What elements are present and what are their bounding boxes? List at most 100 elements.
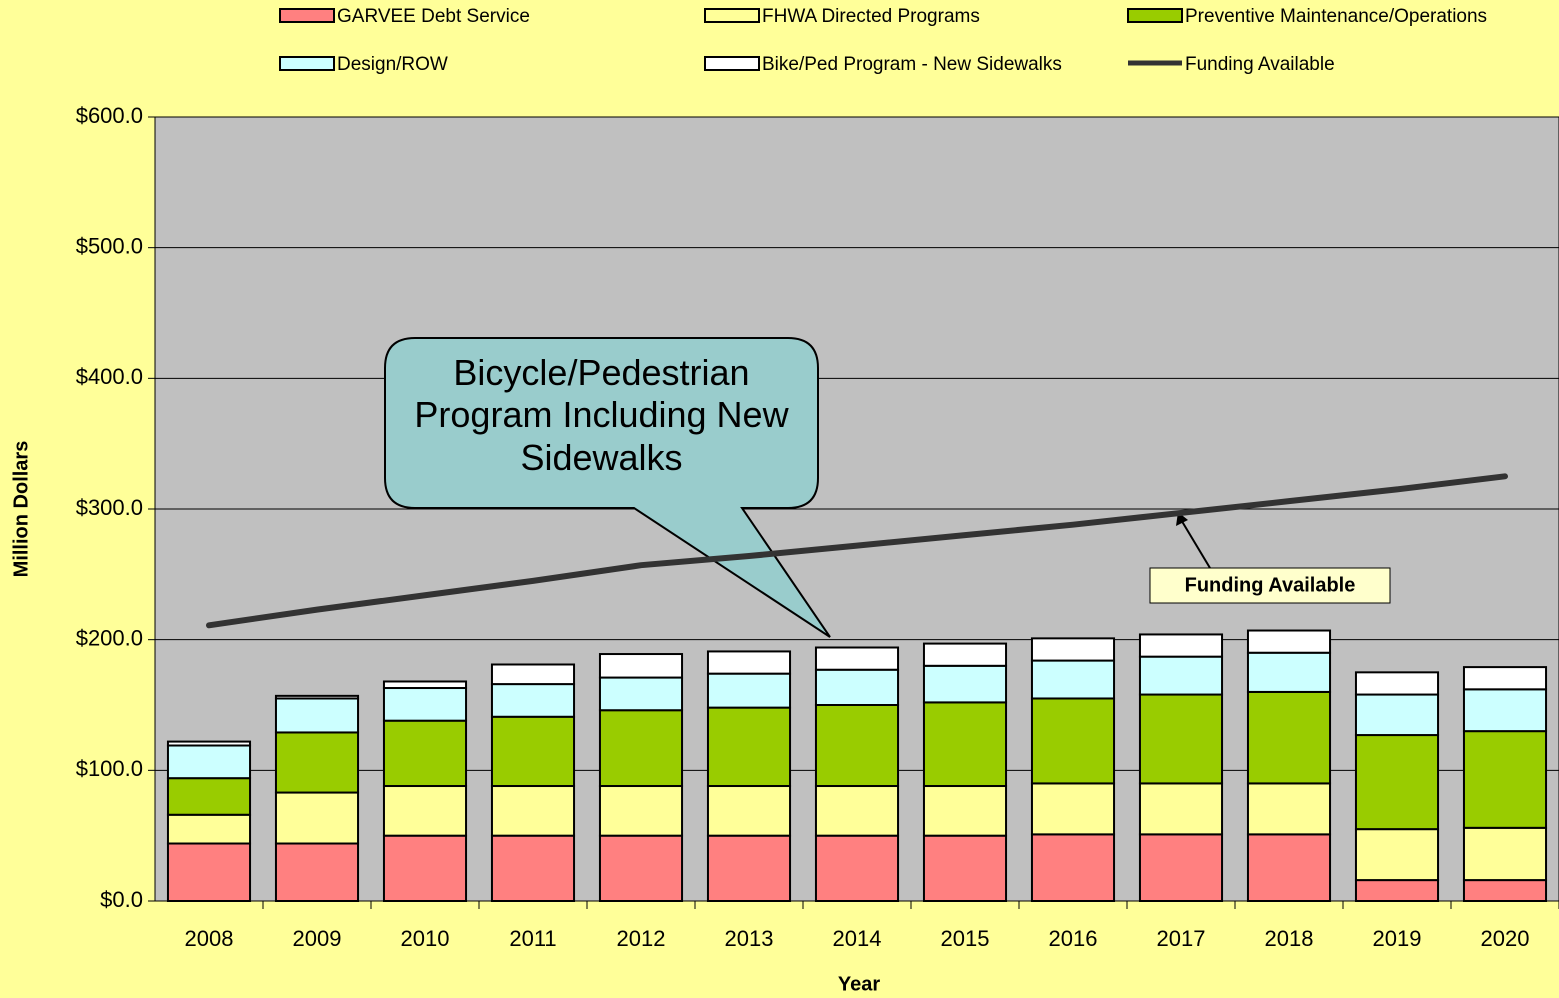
bar-segment [490,834,576,903]
bar-segment [1030,833,1116,902]
bar-segment [706,785,792,837]
y-tick-label: $600.0 [76,103,143,128]
x-axis-label: Year [838,973,880,995]
bar-segment [274,791,360,845]
legend-label: FHWA Directed Programs [762,6,980,27]
y-tick-label: $200.0 [76,625,143,650]
x-tick-label: 2009 [293,926,342,951]
legend-label: GARVEE Debt Service [337,6,530,27]
bar-segment [922,642,1008,667]
annotation-text: Funding Available [1185,574,1356,596]
bar-segment [274,697,360,734]
y-tick-label: $0.0 [100,887,143,912]
bar-segment [274,731,360,794]
x-tick-label: 2018 [1265,926,1314,951]
bar-segment [1138,633,1224,658]
bar-segment [598,785,684,837]
x-tick-label: 2008 [185,926,234,951]
annotation-box [1149,567,1391,604]
bar-segment [1246,651,1332,693]
legend-label: Bike/Ped Program - New Sidewalks [762,54,1062,75]
bar-segment [598,834,684,903]
bar-segment [706,834,792,903]
bar-segment [274,842,360,902]
bar-segment [706,672,792,709]
bar-segment [166,744,252,780]
bar-segment [814,785,900,837]
bar-segment [922,834,1008,903]
y-axis-label: Million Dollars [10,441,32,578]
bar-segment [1246,629,1332,654]
callout-bubble [384,337,831,638]
bar-segment [382,719,468,788]
bar-segment [1354,828,1440,882]
bar-segment [166,813,252,845]
y-tick-label: $300.0 [76,495,143,520]
x-tick-label: 2020 [1481,926,1530,951]
bar-segment [382,785,468,837]
bar-segment [814,646,900,671]
legend-swatch [1127,8,1183,23]
bar-segment [922,664,1008,704]
bar-segment [1462,879,1548,902]
bar-segment [1138,782,1224,836]
bar-segment [490,683,576,718]
x-tick-label: 2012 [617,926,666,951]
y-tick-label: $100.0 [76,756,143,781]
bar-segment [274,694,360,700]
bar-segment [706,706,792,788]
bar-segment [1462,666,1548,691]
bar-segment [1246,690,1332,785]
bar-segment [1354,734,1440,831]
bar-segment [382,680,468,690]
x-tick-label: 2019 [1373,926,1422,951]
bar-segment [1354,671,1440,696]
bar-segment [922,785,1008,837]
bar-segment [166,842,252,902]
bar-segment [814,834,900,903]
bar-segment [1138,693,1224,785]
bar-segment [382,687,468,722]
legend-swatch [279,56,335,71]
callout-box: Bicycle/Pedestrian Program Including New… [414,352,789,478]
x-tick-label: 2013 [725,926,774,951]
legend-label: Funding Available [1185,54,1335,75]
legend-swatch [279,8,335,23]
bar-segment [598,676,684,712]
bar-segment [166,777,252,816]
bar-segment [1246,833,1332,902]
bar-segment [1138,833,1224,902]
bar-segment [490,663,576,686]
bar-segment [490,715,576,788]
bar-segment [1030,782,1116,836]
annotation-arrow [1179,517,1211,569]
bar-segment [1138,655,1224,696]
x-tick-label: 2016 [1049,926,1098,951]
x-tick-label: 2010 [401,926,450,951]
bar-segment [166,740,252,747]
callout-text: Bicycle/Pedestrian Program Including New… [414,352,789,478]
bar-segment [922,701,1008,788]
bar-segment [706,650,792,675]
bar-segment [382,834,468,903]
bar-segment [1354,879,1440,902]
y-tick-label: $500.0 [76,233,143,258]
bar-segment [598,653,684,679]
bar-segment [814,668,900,706]
bar-segment [598,709,684,788]
legend-swatch [704,8,760,23]
bar-segment [1030,697,1116,785]
bar-segment [1462,826,1548,882]
bar-segment [490,785,576,837]
bar-segment [1462,730,1548,829]
legend-label: Design/ROW [337,54,448,75]
bar-segment [1246,782,1332,836]
x-tick-label: 2015 [941,926,990,951]
legend-label: Preventive Maintenance/Operations [1185,6,1487,27]
x-tick-label: 2014 [833,926,882,951]
bar-segment [1354,693,1440,737]
x-tick-label: 2017 [1157,926,1206,951]
bar-segment [814,704,900,788]
bar-segment [1030,637,1116,662]
